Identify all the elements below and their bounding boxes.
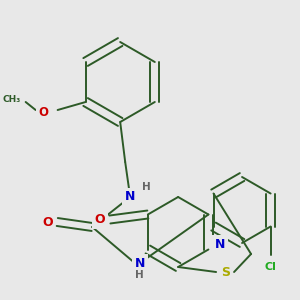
Text: N: N xyxy=(215,238,226,251)
Text: H: H xyxy=(142,182,151,192)
Text: H: H xyxy=(136,271,144,281)
Text: CH₃: CH₃ xyxy=(2,95,21,104)
Text: Cl: Cl xyxy=(265,262,277,272)
Text: O: O xyxy=(39,106,49,118)
Text: S: S xyxy=(222,266,231,278)
Text: N: N xyxy=(125,190,135,203)
Text: O: O xyxy=(42,215,52,229)
Text: O: O xyxy=(94,213,105,226)
Text: N: N xyxy=(135,257,145,270)
